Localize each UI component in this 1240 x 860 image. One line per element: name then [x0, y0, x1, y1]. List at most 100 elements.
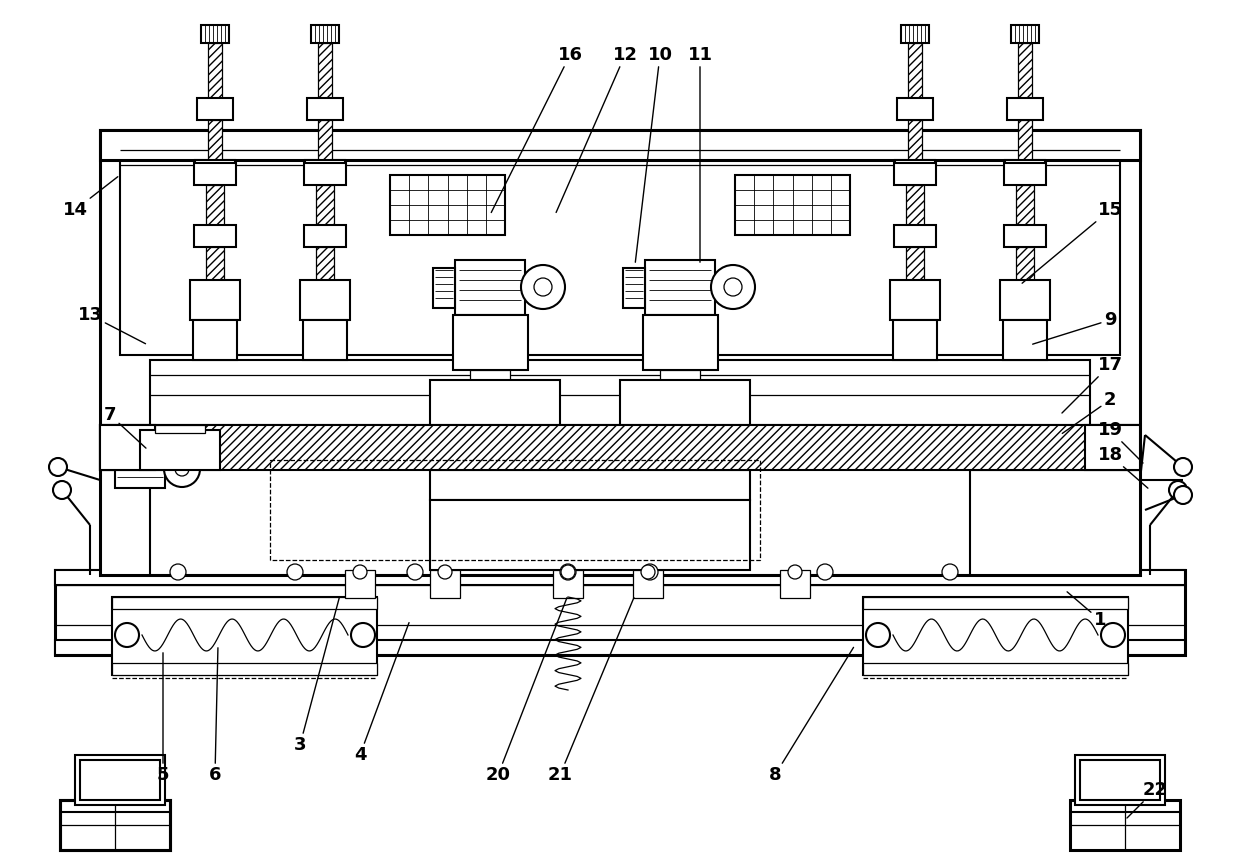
Bar	[190, 280, 241, 320]
Bar	[1011, 25, 1039, 43]
Bar	[735, 175, 849, 235]
Bar	[195, 160, 236, 182]
Bar	[430, 500, 750, 570]
Circle shape	[175, 462, 188, 476]
Bar	[863, 663, 1128, 675]
Bar	[55, 570, 1185, 655]
Bar	[430, 380, 560, 425]
Bar	[140, 430, 219, 470]
Bar	[895, 160, 935, 182]
Bar	[1018, 43, 1032, 98]
Text: 7: 7	[104, 406, 146, 448]
Bar	[908, 43, 923, 98]
Bar	[305, 160, 345, 182]
Bar	[74, 755, 165, 805]
Bar	[1085, 425, 1140, 470]
Bar	[100, 425, 1140, 470]
Bar	[100, 130, 1140, 160]
Circle shape	[351, 623, 374, 647]
Bar	[430, 470, 750, 500]
Bar	[644, 315, 718, 370]
Bar	[430, 570, 460, 598]
Bar	[270, 460, 760, 560]
Bar	[908, 120, 923, 160]
Text: 16: 16	[491, 46, 583, 212]
Text: 3: 3	[294, 598, 340, 754]
Text: 10: 10	[635, 46, 672, 262]
Bar	[893, 320, 937, 360]
Bar	[100, 425, 1140, 470]
Bar	[1004, 163, 1047, 185]
Polygon shape	[450, 425, 529, 470]
Polygon shape	[640, 425, 720, 470]
Circle shape	[170, 564, 186, 580]
Circle shape	[641, 565, 655, 579]
Bar	[632, 570, 663, 598]
Text: 19: 19	[1097, 421, 1143, 463]
Bar	[345, 570, 374, 598]
Text: 18: 18	[1097, 446, 1148, 488]
Circle shape	[866, 623, 890, 647]
Circle shape	[407, 564, 423, 580]
Bar	[660, 370, 701, 392]
Circle shape	[1174, 458, 1192, 476]
Bar	[453, 315, 528, 370]
Bar	[100, 130, 1140, 575]
Bar	[208, 43, 222, 98]
Bar	[1003, 320, 1047, 360]
Bar	[1070, 800, 1180, 850]
Bar	[112, 663, 377, 675]
Bar	[206, 247, 224, 282]
Bar	[1016, 247, 1034, 282]
Bar	[553, 570, 583, 598]
Bar	[100, 425, 155, 470]
Bar	[433, 268, 455, 308]
Bar	[120, 145, 1120, 355]
Bar	[303, 320, 347, 360]
Bar	[201, 25, 229, 43]
Bar	[391, 175, 505, 235]
Bar	[208, 120, 222, 160]
Bar	[897, 98, 932, 120]
Text: 11: 11	[687, 46, 713, 262]
Text: 12: 12	[556, 46, 637, 212]
Bar	[150, 360, 1090, 425]
Circle shape	[1174, 486, 1192, 504]
Bar	[112, 597, 377, 609]
Circle shape	[560, 565, 575, 579]
Bar	[894, 225, 936, 247]
Bar	[455, 260, 525, 315]
Text: 14: 14	[62, 176, 118, 219]
Text: 2: 2	[1063, 391, 1116, 433]
Bar	[863, 597, 1128, 675]
Circle shape	[1169, 481, 1187, 499]
Bar	[311, 25, 339, 43]
Text: 9: 9	[1033, 311, 1116, 344]
Circle shape	[817, 564, 833, 580]
Text: 20: 20	[486, 598, 567, 784]
Circle shape	[642, 564, 658, 580]
Circle shape	[787, 565, 802, 579]
Bar	[304, 163, 346, 185]
Bar	[316, 247, 334, 282]
Bar	[317, 43, 332, 98]
Circle shape	[711, 265, 755, 309]
Circle shape	[1101, 623, 1125, 647]
Circle shape	[53, 481, 71, 499]
Bar	[780, 570, 810, 598]
Text: 1: 1	[1068, 592, 1106, 629]
Circle shape	[724, 278, 742, 296]
Bar	[115, 450, 165, 488]
Text: 22: 22	[1127, 781, 1168, 818]
Bar	[193, 163, 236, 185]
Bar	[81, 760, 160, 800]
Text: 6: 6	[208, 648, 221, 784]
Bar	[300, 280, 350, 320]
Bar	[1080, 760, 1159, 800]
Bar	[1018, 120, 1032, 160]
Bar	[304, 225, 346, 247]
Bar	[999, 280, 1050, 320]
Text: 8: 8	[769, 648, 853, 784]
Bar	[1004, 160, 1045, 182]
Circle shape	[50, 458, 67, 476]
